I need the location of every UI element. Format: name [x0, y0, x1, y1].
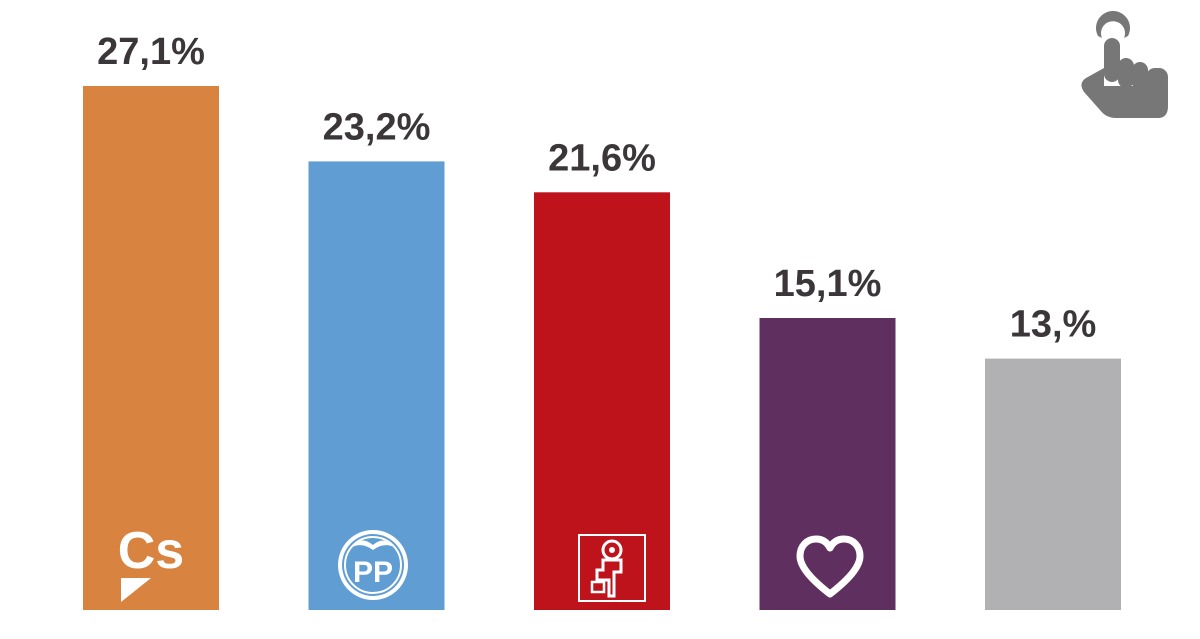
bar-otros	[985, 358, 1121, 610]
bar-podemos	[759, 318, 896, 610]
psoe-rose-logo-icon	[578, 534, 646, 602]
bar-cs	[83, 86, 219, 610]
cs-logo-icon: Cs	[118, 522, 184, 602]
bars-group	[83, 86, 1121, 611]
value-label-cs: 27,1%	[97, 31, 205, 73]
pointing-hand-icon[interactable]	[1081, 11, 1168, 118]
cs-logo-text: Cs	[118, 522, 184, 580]
value-label-podemos: 15,1%	[774, 263, 882, 305]
pp-logo-icon: PP	[338, 530, 408, 600]
value-labels-group: 27,1% 23,2% 21,6% 15,1% 13,%	[97, 31, 1096, 346]
bar-psoe	[534, 192, 670, 611]
pp-logo-text: PP	[353, 556, 393, 589]
cs-logo-triangle	[121, 578, 151, 602]
value-label-psoe: 21,6%	[548, 137, 656, 179]
party-logos-group: Cs PP	[118, 522, 864, 602]
value-label-otros: 13,%	[1010, 304, 1097, 346]
value-label-pp: 23,2%	[323, 106, 431, 148]
podemos-heart-icon	[796, 535, 864, 598]
